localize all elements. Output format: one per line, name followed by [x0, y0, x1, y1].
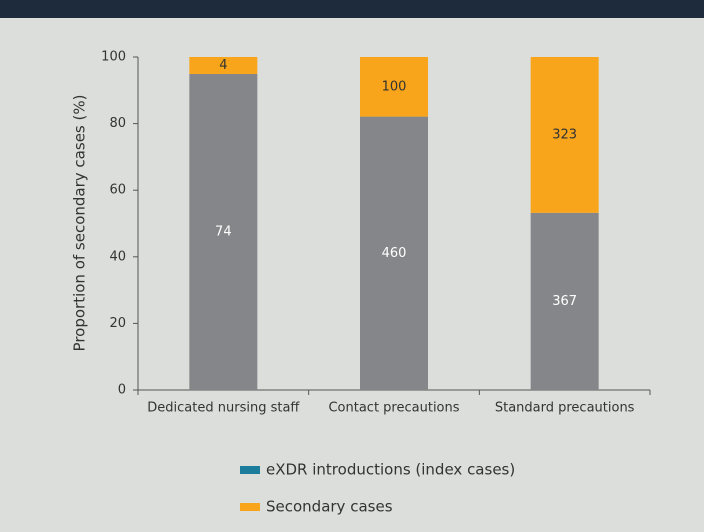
- bar-segment: [530, 57, 599, 213]
- bar-segment: [360, 57, 428, 117]
- y-tick-label: 0: [118, 383, 126, 398]
- legend-label: Secondary cases: [266, 498, 393, 516]
- y-tick-label: 100: [101, 50, 126, 65]
- header-band: [0, 0, 704, 18]
- data-label: 4: [219, 58, 227, 73]
- legend-swatch: [240, 503, 260, 511]
- data-label: 74: [215, 224, 232, 239]
- x-tick-label: Dedicated nursing staff: [147, 401, 300, 416]
- y-tick-label: 80: [109, 116, 126, 131]
- y-tick-label: 40: [109, 249, 126, 264]
- data-label: 460: [382, 246, 407, 261]
- y-axis-label: Proportion of secondary cases (%): [71, 95, 89, 352]
- data-label: 367: [552, 294, 577, 309]
- legend-swatch: [240, 466, 260, 474]
- x-tick-label: Standard precautions: [495, 401, 635, 416]
- legend-label: eXDR introductions (index cases): [266, 461, 515, 479]
- data-label: 100: [382, 79, 407, 94]
- bar-segment: [189, 57, 258, 74]
- y-tick-label: 60: [109, 183, 126, 198]
- bar-segment: [189, 73, 258, 390]
- y-tick-label: 20: [109, 316, 126, 331]
- x-tick-label: Contact precautions: [328, 401, 459, 416]
- bar-segment: [360, 116, 428, 391]
- bar-segment: [530, 212, 599, 390]
- data-label: 323: [552, 127, 577, 142]
